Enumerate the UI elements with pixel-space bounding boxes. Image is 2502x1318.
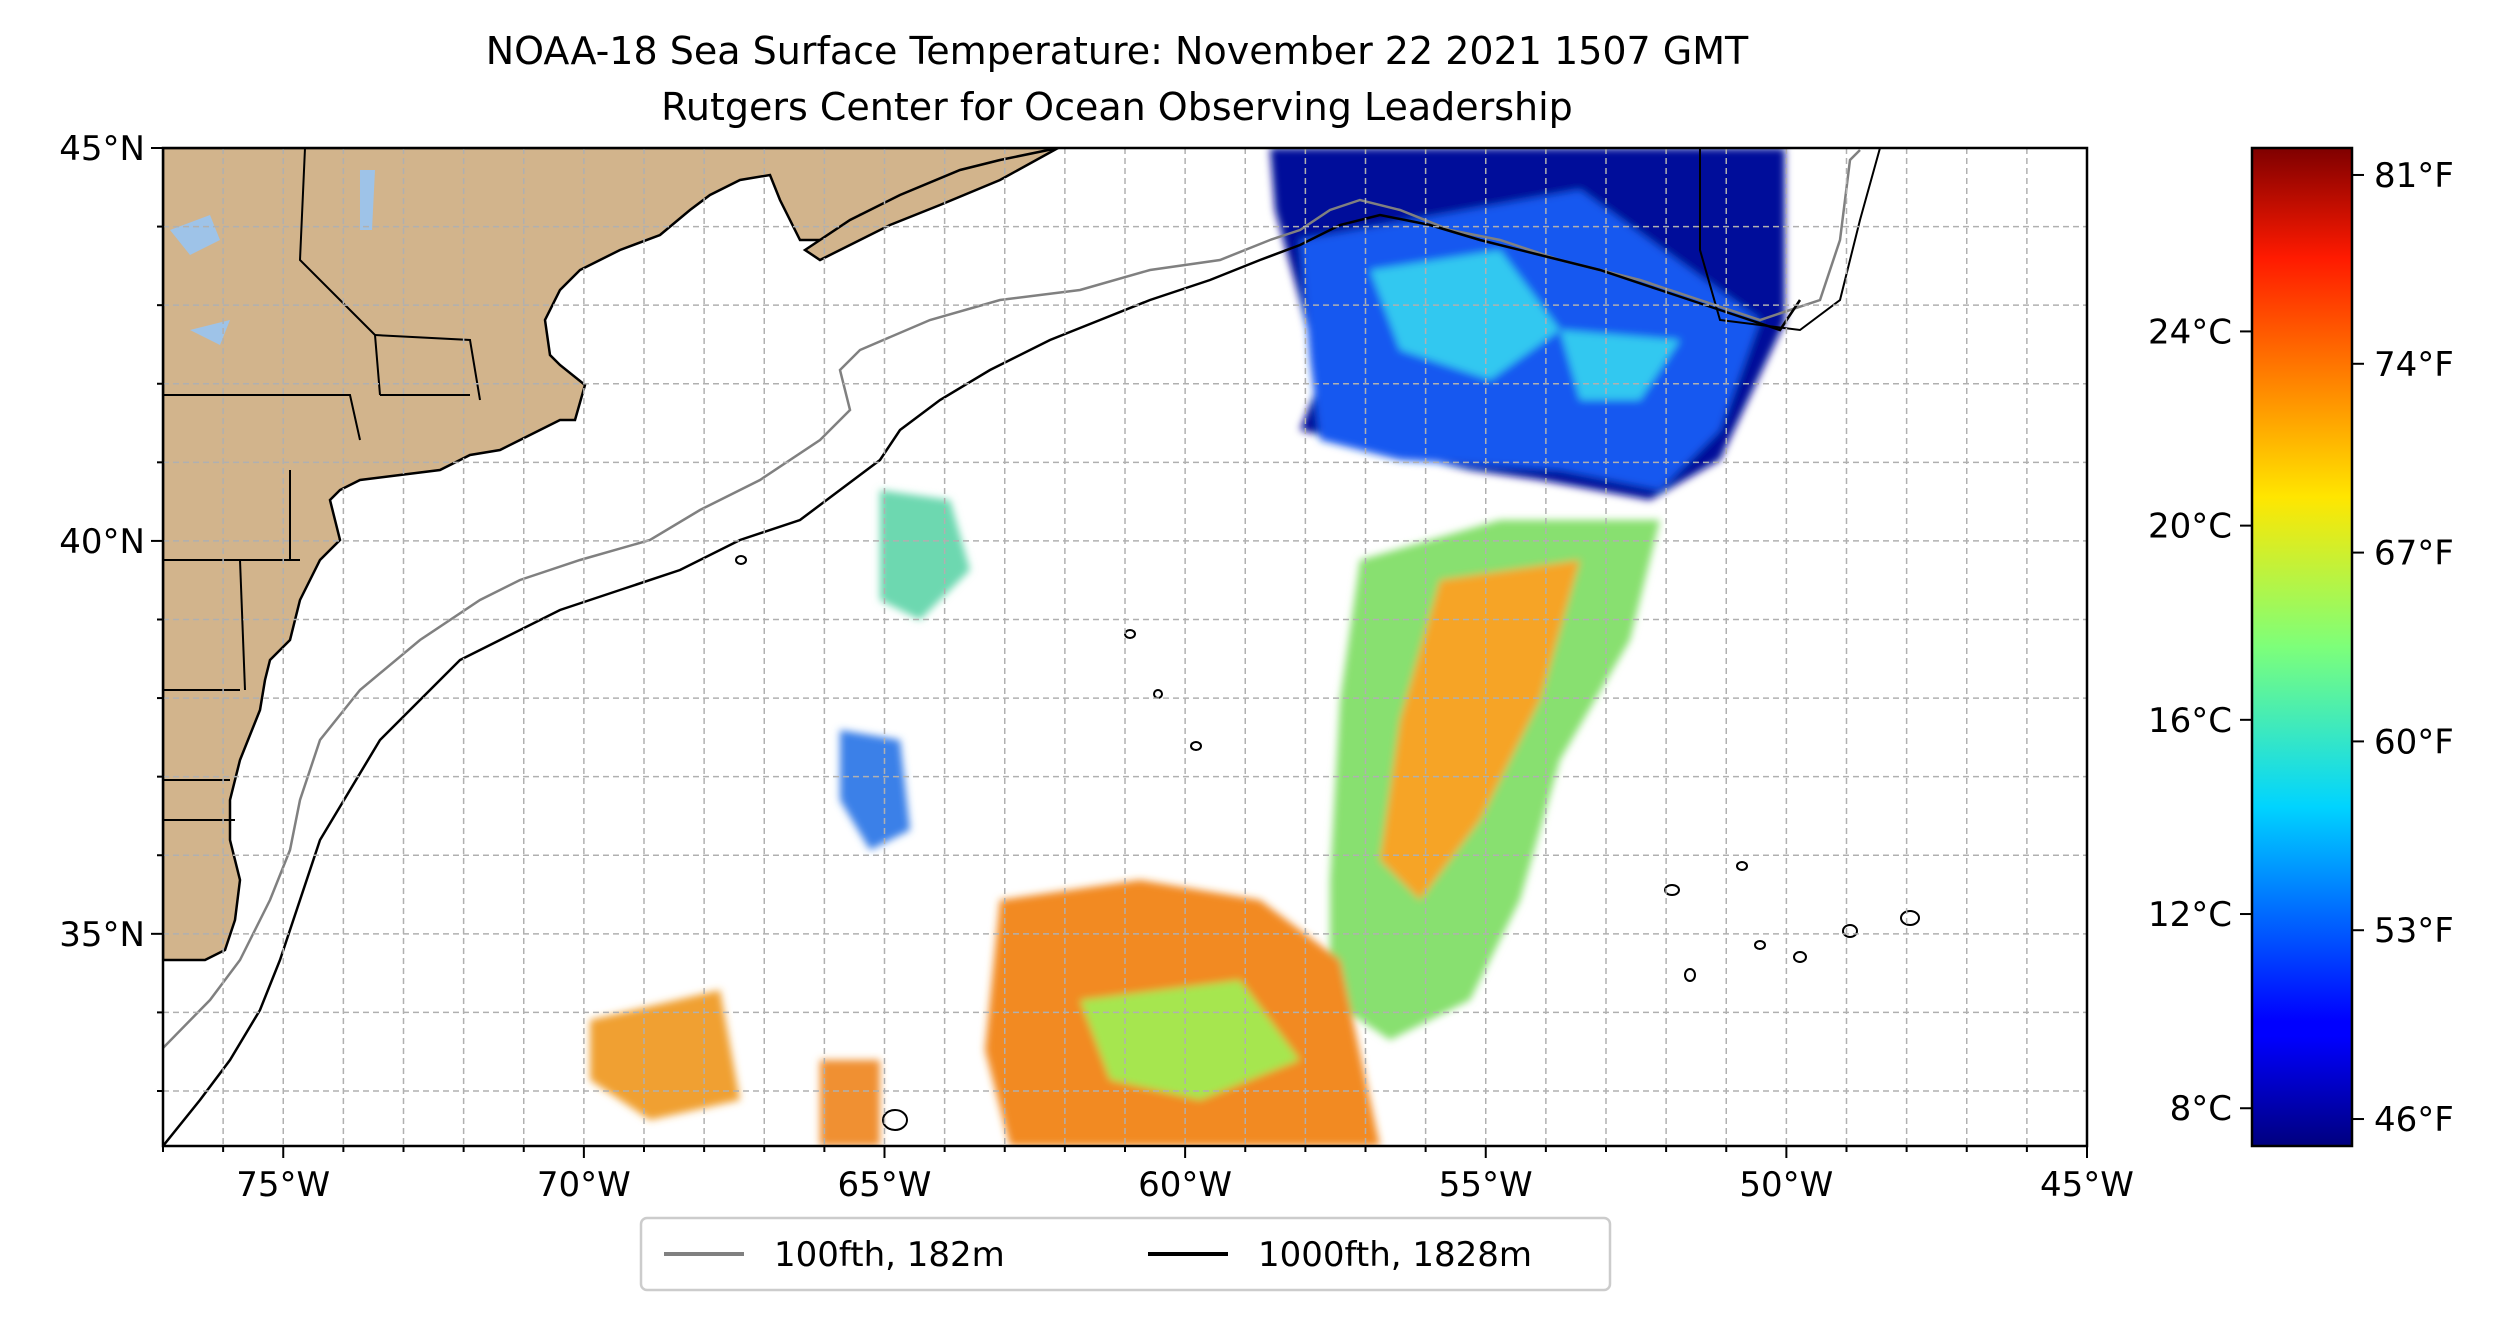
legend-label-1000fth: 1000fth, 1828m [1258, 1235, 1532, 1275]
sst-west-patch-3 [590, 990, 740, 1120]
colorbar-f-tick-label: 67°F [2374, 534, 2454, 574]
colorbar-f-tick-label: 53°F [2374, 911, 2454, 951]
lon-tick-label: 65°W [838, 1165, 932, 1205]
colorbar-fahrenheit-ticks: 46°F 53°F 60°F 67°F 74°F 81°F [2352, 156, 2454, 1140]
sst-west-patch-1 [880, 490, 970, 620]
colorbar-celsius-ticks: 8°C 12°C 16°C 20°C 24°C [2148, 312, 2252, 1129]
colorbar-c-tick-label: 12°C [2148, 895, 2232, 935]
title-line-1: NOAA-18 Sea Surface Temperature: Novembe… [486, 29, 1749, 73]
lon-tick-label: 75°W [236, 1165, 330, 1205]
latitude-axis: 45°N 40°N 35°N [59, 129, 163, 1092]
lon-tick-label: 55°W [1439, 1165, 1533, 1205]
sst-warm-central [1380, 560, 1580, 900]
land-north-america [163, 148, 1059, 962]
map-panel [163, 148, 2087, 1146]
legend-label-100fth: 100fth, 182m [774, 1235, 1005, 1275]
colorbar: 46°F 53°F 60°F 67°F 74°F 81°F 8°C 12°C 16°C 20°C… [2148, 146, 2454, 1148]
isobath-1000fth [163, 213, 1802, 1146]
colorbar-c-tick-label: 24°C [2148, 312, 2232, 352]
colorbar-c-tick-label: 20°C [2148, 507, 2232, 547]
sst-west-patch-2 [840, 730, 910, 850]
longitude-axis: 75°W 70°W 65°W 60°W 55°W 50°W 45°W [162, 1146, 2134, 1205]
land-nova-scotia [802, 148, 1059, 262]
lat-tick-label: 45°N [59, 129, 145, 169]
colorbar-f-tick-label: 46°F [2374, 1100, 2454, 1140]
legend: 100fth, 182m 1000fth, 1828m [639, 1216, 1612, 1292]
state-borders [163, 148, 481, 821]
gridlines [163, 148, 2087, 1146]
lon-tick-label: 70°W [537, 1165, 631, 1205]
lat-tick-label: 40°N [59, 522, 145, 562]
colorbar-f-tick-label: 60°F [2374, 722, 2454, 762]
seamounts [735, 555, 1920, 1131]
land-newfoundland-edge [1699, 148, 1882, 332]
sst-west-patch-4 [820, 1060, 880, 1146]
sst-cyan-patches [1370, 250, 1680, 400]
lon-tick-label: 60°W [1138, 1165, 1232, 1205]
lon-tick-label: 50°W [1739, 1165, 1833, 1205]
colorbar-f-tick-label: 74°F [2374, 345, 2454, 385]
colorbar-c-tick-label: 8°C [2170, 1089, 2232, 1129]
colorbar-f-tick-label: 81°F [2374, 156, 2454, 196]
colorbar-gradient [2250, 146, 2354, 1148]
title-line-2: Rutgers Center for Ocean Observing Leade… [661, 85, 1573, 129]
colorbar-c-tick-label: 16°C [2148, 701, 2232, 741]
lakes [170, 170, 375, 345]
lon-tick-label: 45°W [2040, 1165, 2134, 1205]
lat-tick-label: 35°N [59, 915, 145, 955]
legend-box [639, 1216, 1612, 1292]
